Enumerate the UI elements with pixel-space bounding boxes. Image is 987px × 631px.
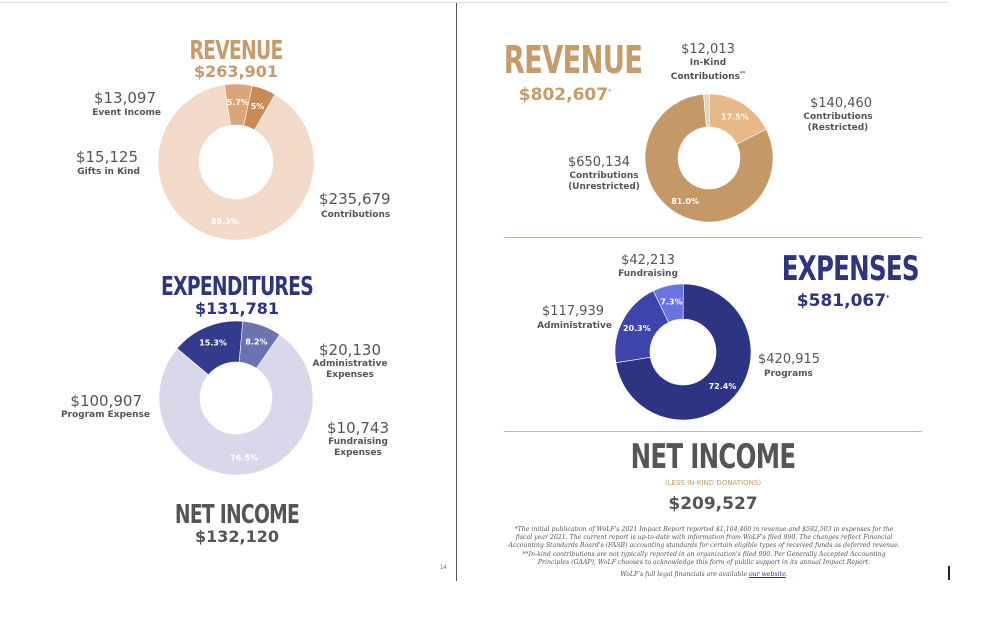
footnote-1: *The initial publication of WoLF's 2021 … <box>508 526 900 549</box>
program-slice <box>158 334 314 476</box>
event-income-value: $13,097 <box>93 89 156 107</box>
page-divider <box>456 3 457 581</box>
program-slice-label: 76.5% <box>230 453 258 462</box>
net-income-subtitle: (LESS IN-KIND DONATIONS) <box>664 479 762 487</box>
gifts-in-kind-label: Gifts in Kind <box>77 167 140 177</box>
program-expense-value: $100,907 <box>70 392 142 410</box>
left-revenue-donut: 89.3% 5.7% 5% <box>157 83 315 241</box>
restricted-slice-label: 17.5% <box>721 112 749 121</box>
unrestricted-value: $650,134 <box>567 155 630 170</box>
contributions-slice-label: 89.3% <box>211 217 239 226</box>
top-border <box>0 2 948 3</box>
section-rule-1 <box>504 237 922 238</box>
fundraising-label: Fundraising <box>618 269 678 279</box>
programs-slice-label: 72.4% <box>709 382 737 391</box>
administrative-slice <box>614 290 669 364</box>
edge-mark <box>948 566 950 580</box>
gifts-in-kind-value: $15,125 <box>75 148 138 166</box>
fundraising-value: $42,213 <box>621 253 675 268</box>
left-revenue-total: $263,901 <box>193 62 278 81</box>
section-rule-2 <box>504 431 922 432</box>
fundraising-expenses-label: Fundraising Expenses <box>328 437 388 458</box>
right-page: REVENUE $802,607* 17.5% 81.0% $12,013 In-… <box>458 0 948 580</box>
administrative-slice-label: 15.3% <box>199 339 227 348</box>
programs-slice <box>615 283 752 421</box>
contributions-slice <box>157 84 315 241</box>
unrestricted-slice-label: 81.0% <box>671 197 699 206</box>
footnote-3: WoLF's full legal financials are availab… <box>620 571 788 578</box>
in-kind-label: In-Kind Contributions** <box>670 58 746 82</box>
website-link[interactable]: our website <box>748 571 786 578</box>
right-net-income-title: NET INCOME <box>630 437 796 477</box>
restricted-value: $140,460 <box>810 96 873 111</box>
contributions-value: $235,679 <box>319 190 391 208</box>
left-revenue-title: REVENUE <box>189 36 283 66</box>
right-revenue-title: REVENUE <box>503 38 643 82</box>
expenditures-total: $131,781 <box>194 299 279 318</box>
fundraising-slice-label: 7.3% <box>660 297 682 306</box>
page-number: 14 <box>440 565 447 571</box>
administrative-value: $117,939 <box>541 304 604 319</box>
program-expense-label: Program Expense <box>60 410 150 420</box>
event-income-slice-label: 5% <box>251 102 265 111</box>
left-net-income-title: NET INCOME <box>174 500 300 530</box>
gifts-in-kind-slice-label: 5.7% <box>227 98 249 107</box>
administrative-slice-label: 20.3% <box>623 324 651 333</box>
restricted-label: Contributions (Restricted) <box>803 112 873 133</box>
left-page: REVENUE $263,901 89.3% 5.7% 5% $13,097 Eve… <box>0 0 456 580</box>
footnote-2: **In-kind contributions are not typicall… <box>522 551 886 566</box>
contributions-label: Contributions <box>321 210 391 220</box>
expenses-total: $581,067* <box>796 291 890 311</box>
right-revenue-total: $802,607* <box>518 85 612 105</box>
left-net-income-total: $132,120 <box>194 527 279 546</box>
admin-expenses-value: $20,130 <box>318 341 382 359</box>
left-expenditures-donut: 15.3% 8.2% 76.5% <box>158 320 314 476</box>
event-income-label: Event Income <box>92 108 161 118</box>
unrestricted-slice <box>644 93 774 223</box>
in-kind-value: $12,013 <box>681 42 735 57</box>
right-expenses-donut: 7.3% 72.4% 20.3% <box>614 283 752 421</box>
fundraising-slice-label: 8.2% <box>245 338 267 347</box>
admin-expenses-label: Administrative Expenses <box>312 359 388 380</box>
programs-value: $420,915 <box>758 352 821 367</box>
event-income-slice <box>243 85 276 131</box>
expenses-title: EXPENSES <box>781 249 920 289</box>
fundraising-expenses-value: $10,743 <box>326 419 390 437</box>
expenditures-title: EXPENDITURES <box>161 272 314 302</box>
programs-label: Programs <box>764 369 813 379</box>
right-revenue-donut: 17.5% 81.0% <box>644 93 774 223</box>
unrestricted-label: Contributions (Unrestricted) <box>568 171 640 192</box>
right-net-income-total: $209,527 <box>668 494 758 514</box>
administrative-label: Administrative <box>537 321 612 331</box>
